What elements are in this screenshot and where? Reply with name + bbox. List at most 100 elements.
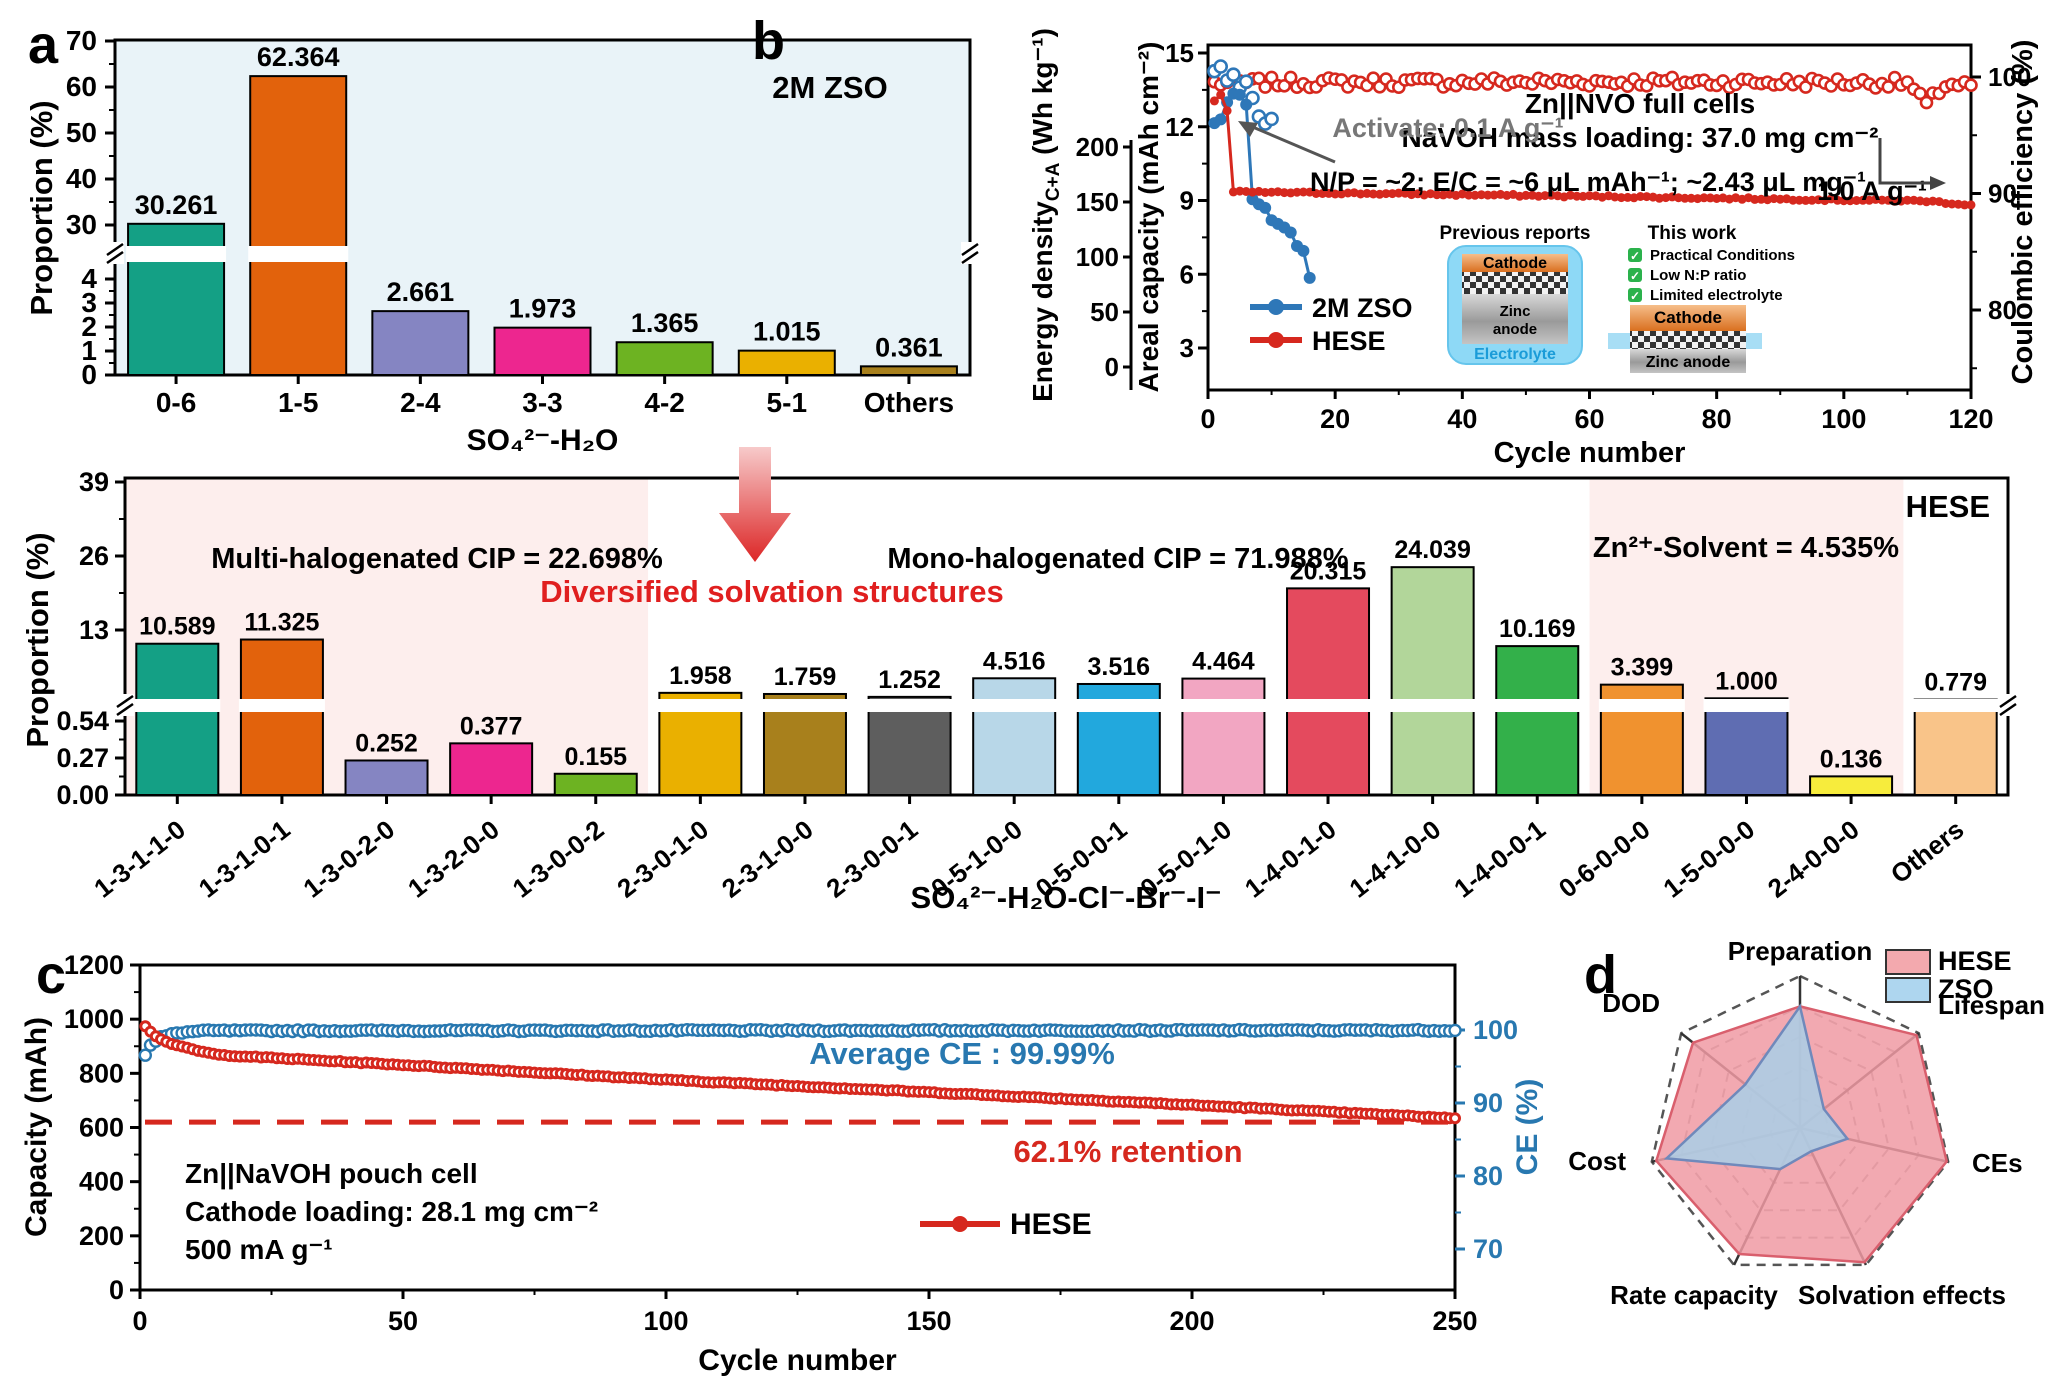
svg-text:Zn²⁺-Solvent = 4.535%: Zn²⁺-Solvent = 4.535% <box>1593 532 1899 564</box>
radar-series-ZSO <box>1663 1003 1850 1171</box>
svg-text:1.252: 1.252 <box>878 666 941 694</box>
svg-text:3-3: 3-3 <box>522 387 562 418</box>
svg-text:80: 80 <box>1473 1161 1503 1191</box>
svg-text:Energy densityC+A (Wh kg⁻¹): Energy densityC+A (Wh kg⁻¹) <box>1027 28 1064 402</box>
svg-text:150: 150 <box>906 1306 951 1336</box>
svg-text:62.1% retention: 62.1% retention <box>1013 1134 1242 1169</box>
svg-text:39: 39 <box>79 467 109 497</box>
panel-c-letter: c <box>36 945 67 1005</box>
svg-text:0-6-0-0-0: 0-6-0-0-0 <box>1553 814 1656 903</box>
svg-text:400: 400 <box>79 1167 124 1197</box>
svg-text:100: 100 <box>1821 404 1866 434</box>
svg-text:0.00: 0.00 <box>56 780 109 810</box>
svg-text:Lifespan: Lifespan <box>1938 990 2045 1020</box>
svg-text:2-4: 2-4 <box>400 387 441 418</box>
panel-b-letter: b <box>752 11 785 71</box>
svg-text:100: 100 <box>1988 62 2031 92</box>
svg-text:CE (%): CE (%) <box>1511 1079 1544 1176</box>
svg-text:4.516: 4.516 <box>983 647 1046 675</box>
svg-text:1.0 A g⁻¹: 1.0 A g⁻¹ <box>1817 176 1927 206</box>
svg-text:1.000: 1.000 <box>1715 667 1778 695</box>
svg-text:40: 40 <box>66 163 97 194</box>
svg-text:0.361: 0.361 <box>875 332 943 362</box>
svg-text:Practical Conditions: Practical Conditions <box>1650 247 1795 264</box>
svg-text:200: 200 <box>1076 132 1119 162</box>
svg-text:40: 40 <box>1447 404 1477 434</box>
svg-text:50: 50 <box>388 1306 418 1336</box>
svg-text:2.661: 2.661 <box>387 277 455 307</box>
svg-text:1-5: 1-5 <box>278 387 318 418</box>
svg-text:500 mA g⁻¹: 500 mA g⁻¹ <box>185 1234 333 1265</box>
svg-text:Capacity (mAh): Capacity (mAh) <box>20 1017 53 1237</box>
svg-text:Others: Others <box>864 387 954 418</box>
svg-text:Proportion (%): Proportion (%) <box>24 100 59 315</box>
svg-text:100: 100 <box>1076 242 1119 272</box>
svg-text:0: 0 <box>132 1306 147 1336</box>
panel-hese-chart: 39 26 13 0.54 0.27 0.00 10.589 1-3-1-1-0 11.325 1… <box>20 447 2017 915</box>
svg-text:24.039: 24.039 <box>1394 536 1470 564</box>
svg-text:✓: ✓ <box>1630 289 1640 303</box>
svg-text:Areal capacity (mAh cm⁻²): Areal capacity (mAh cm⁻²) <box>1133 42 1164 393</box>
svg-text:100: 100 <box>1473 1015 1518 1045</box>
svg-text:anode: anode <box>1493 321 1537 338</box>
svg-text:1-5-0-0-0: 1-5-0-0-0 <box>1657 814 1760 903</box>
svg-text:Cost: Cost <box>1568 1146 1626 1176</box>
svg-text:DOD: DOD <box>1602 988 1660 1018</box>
svg-text:3.399: 3.399 <box>1611 654 1674 682</box>
svg-text:Rate capacity: Rate capacity <box>1610 1280 1778 1310</box>
svg-text:Others: Others <box>1885 814 1970 889</box>
panel-c-series <box>138 1020 1462 1125</box>
svg-text:Zinc anode: Zinc anode <box>1646 354 1731 371</box>
svg-text:HESE: HESE <box>1906 489 1990 524</box>
svg-text:0.27: 0.27 <box>56 743 109 773</box>
panel-d-radar: Preparation Lifespan CEs Solvation effects R… <box>1568 936 2045 1310</box>
svg-text:NaVOH mass loading: 37.0 mg cm: NaVOH mass loading: 37.0 mg cm⁻² <box>1402 122 1879 153</box>
svg-text:1.015: 1.015 <box>753 317 821 347</box>
svg-text:90: 90 <box>1473 1088 1503 1118</box>
svg-text:Multi-halogenated CIP = 22.698: Multi-halogenated CIP = 22.698% <box>211 543 663 575</box>
svg-text:✓: ✓ <box>1630 249 1640 263</box>
svg-text:Average CE : 99.99%: Average CE : 99.99% <box>809 1036 1115 1071</box>
svg-text:10.169: 10.169 <box>1499 615 1575 643</box>
svg-text:Coulombic efficiency (%): Coulombic efficiency (%) <box>2007 40 2039 385</box>
svg-text:20.315: 20.315 <box>1290 557 1367 585</box>
svg-text:1.759: 1.759 <box>774 663 837 691</box>
svg-text:30: 30 <box>66 209 97 240</box>
panel-d-letter: d <box>1584 945 1617 1005</box>
svg-text:0: 0 <box>109 1275 124 1305</box>
svg-text:13: 13 <box>79 615 109 645</box>
svg-text:Electrolyte: Electrolyte <box>1474 346 1556 363</box>
svg-text:3: 3 <box>81 287 97 318</box>
svg-text:1-3-1-0-1: 1-3-1-0-1 <box>193 814 296 903</box>
svg-text:150: 150 <box>1076 187 1119 217</box>
svg-text:1200: 1200 <box>64 950 124 980</box>
svg-text:0-6: 0-6 <box>156 387 196 418</box>
svg-text:800: 800 <box>79 1058 124 1088</box>
svg-text:11.325: 11.325 <box>244 609 319 637</box>
svg-text:2-4-0-0-0: 2-4-0-0-0 <box>1762 814 1865 903</box>
svg-text:1-3-1-1-0: 1-3-1-1-0 <box>88 814 191 903</box>
svg-text:CEs: CEs <box>1972 1148 2023 1178</box>
svg-text:2M ZSO: 2M ZSO <box>772 70 887 105</box>
panel-c-chart: 0 200 400 600 800 1000 1200 100 90 80 70 0 50 100 150 2… <box>20 950 1544 1377</box>
svg-text:ZSO: ZSO <box>1938 974 1994 1004</box>
svg-text:Cycle number: Cycle number <box>698 1344 897 1377</box>
svg-text:Cathode loading: 28.1 mg cm⁻²: Cathode loading: 28.1 mg cm⁻² <box>185 1196 598 1227</box>
svg-text:10.589: 10.589 <box>139 613 215 641</box>
svg-text:Zn||NVO full cells: Zn||NVO full cells <box>1525 88 1755 119</box>
svg-text:2-3-0-1-0: 2-3-0-1-0 <box>611 814 714 903</box>
svg-text:600: 600 <box>79 1113 124 1143</box>
svg-text:Solvation effects: Solvation effects <box>1798 1280 2006 1310</box>
svg-text:0.136: 0.136 <box>1820 745 1883 773</box>
svg-text:This work: This work <box>1648 223 1737 244</box>
svg-text:1.973: 1.973 <box>509 294 577 324</box>
svg-text:15: 15 <box>1165 38 1194 68</box>
panel-b-inset-thiswork: This work ✓ Practical Conditions ✓ Low N:P r… <box>1608 223 1795 373</box>
svg-text:1.365: 1.365 <box>631 308 699 338</box>
svg-text:Activate: 0.1 A g⁻¹: Activate: 0.1 A g⁻¹ <box>1332 113 1563 143</box>
svg-text:50: 50 <box>66 117 97 148</box>
svg-text:Low N:P ratio: Low N:P ratio <box>1650 267 1746 284</box>
svg-text:1-4-1-0-0: 1-4-1-0-0 <box>1344 814 1447 903</box>
